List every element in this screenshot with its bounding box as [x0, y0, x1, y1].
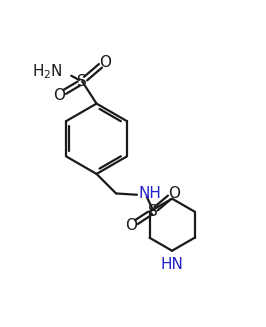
Text: H$_2$N: H$_2$N — [32, 62, 63, 81]
Text: NH: NH — [139, 186, 162, 201]
Text: O: O — [125, 218, 137, 233]
Text: HN: HN — [161, 257, 184, 272]
Text: O: O — [168, 186, 180, 201]
Text: O: O — [53, 88, 65, 103]
Text: O: O — [99, 55, 111, 70]
Text: S: S — [148, 204, 157, 219]
Text: S: S — [77, 74, 87, 89]
